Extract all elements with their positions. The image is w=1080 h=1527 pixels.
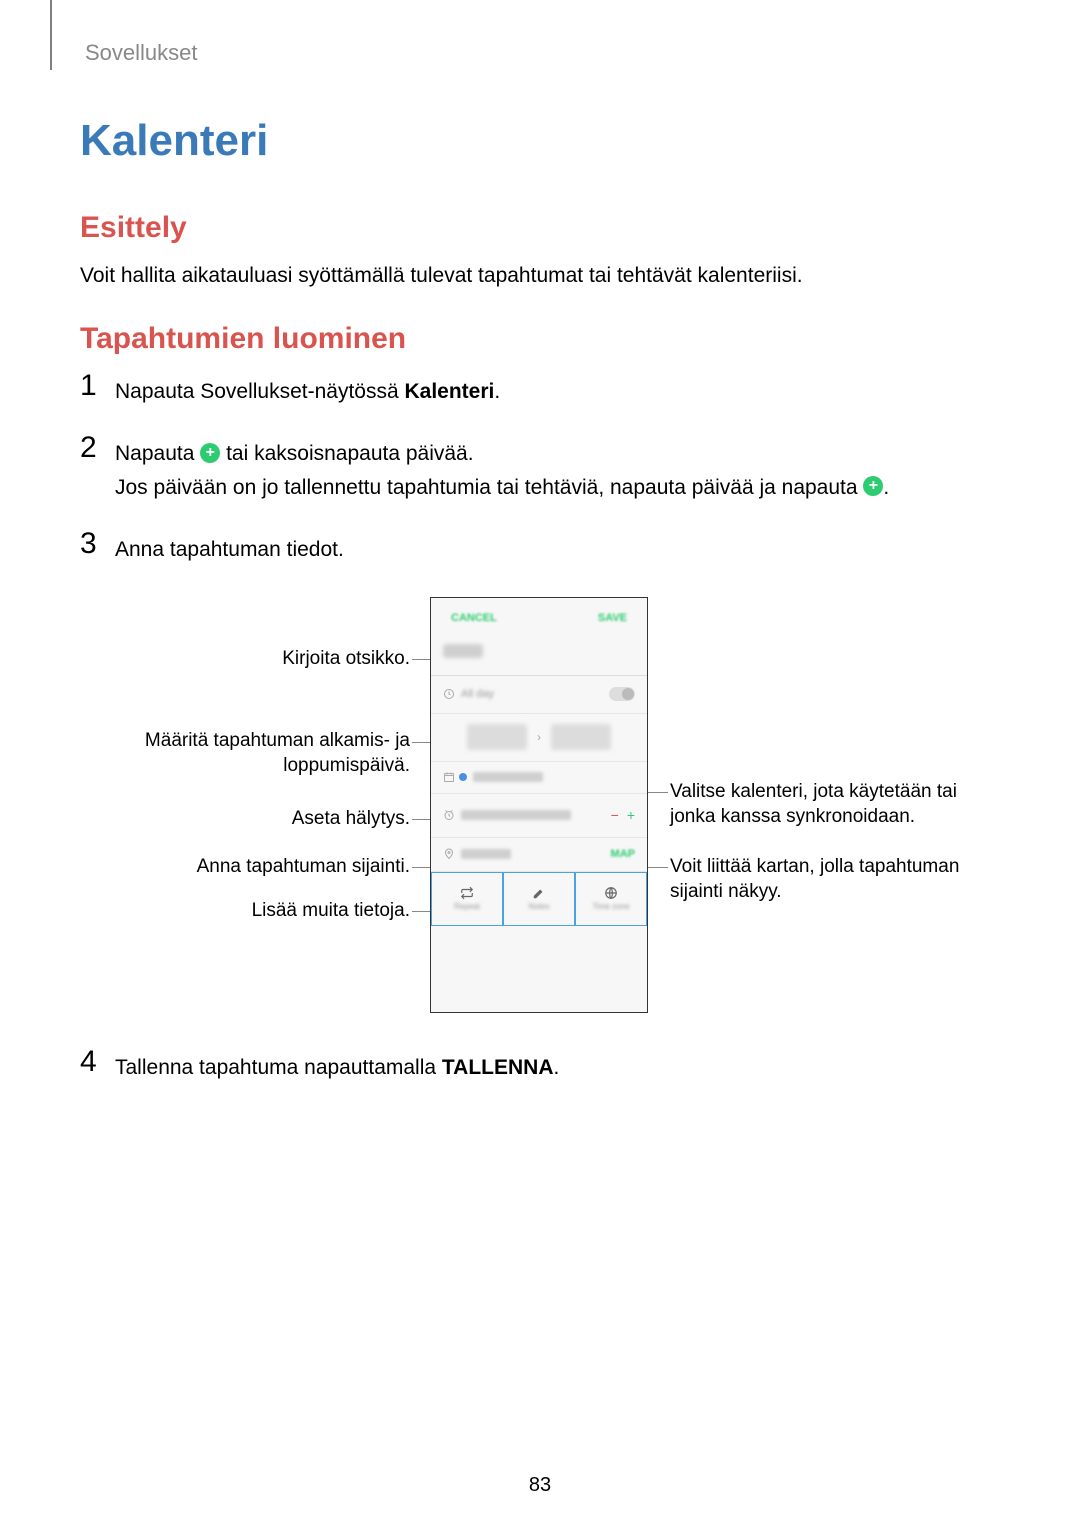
toggle-switch (609, 687, 635, 701)
callout-more: Lisää muita tietoja. (80, 899, 410, 924)
callout-calendar: Valitse kalenteri, jota käytetään tai jo… (670, 780, 1000, 829)
notes-tab: Notes (503, 872, 575, 926)
button-name-bold: TALLENNA (442, 1056, 554, 1079)
text: . (494, 380, 500, 403)
start-date-box (467, 724, 527, 750)
phone-title-row (431, 638, 647, 676)
plus-icon: + (200, 443, 220, 463)
plus-icon: + (863, 476, 883, 496)
app-name-bold: Kalenteri (405, 380, 495, 403)
page-title: Kalenteri (80, 116, 1000, 166)
plus-small-icon: + (627, 807, 635, 823)
end-date-box (551, 724, 611, 750)
step-4: 4 Tallenna tapahtuma napauttamalla TALLE… (80, 1047, 1000, 1085)
repeat-icon (459, 886, 475, 900)
repeat-tab: Repeat (431, 872, 503, 926)
phone-location-row: MAP (431, 838, 647, 872)
text: . (554, 1056, 560, 1079)
plus-minus-controls: − + (611, 807, 635, 823)
cancel-label: CANCEL (451, 612, 497, 624)
step-number: 4 (80, 1047, 115, 1077)
minus-icon: − (611, 807, 619, 823)
step-text: Anna tapahtuman tiedot. (115, 529, 344, 567)
notes-icon (531, 886, 547, 900)
calendar-name-blur (473, 772, 543, 782)
text: . (883, 476, 889, 499)
placeholder-blur (443, 644, 483, 658)
phone-calendar-row (431, 762, 647, 794)
timezone-tab: Time zone (575, 872, 647, 926)
section-heading-intro: Esittely (80, 211, 1000, 245)
pin-icon (443, 848, 455, 860)
arrow-icon: › (537, 730, 541, 744)
phone-alert-row: − + (431, 794, 647, 838)
steps-list: 1 Napauta Sovellukset-näytössä Kalenteri… (80, 371, 1000, 567)
clock-icon (443, 688, 455, 700)
callout-title: Kirjoita otsikko. (80, 647, 410, 672)
calendar-color-dot (459, 773, 467, 781)
steps-list-continued: 4 Tallenna tapahtuma napauttamalla TALLE… (80, 1047, 1000, 1085)
page-number: 83 (0, 1474, 1080, 1497)
step-text: Napauta + tai kaksoisnapauta päivää. Jos… (115, 433, 889, 504)
globe-icon (603, 886, 619, 900)
map-label: MAP (611, 848, 635, 860)
alarm-icon (443, 809, 455, 821)
step-2: 2 Napauta + tai kaksoisnapauta päivää. J… (80, 433, 1000, 504)
callout-alert: Aseta hälytys. (80, 807, 410, 832)
phone-dates-row: › (431, 714, 647, 762)
phone-tabs-row: Repeat Notes Time zone (431, 872, 647, 926)
phone-header: CANCEL SAVE (431, 598, 647, 638)
section-heading-create: Tapahtumien luominen (80, 322, 1000, 356)
step-number: 2 (80, 433, 115, 463)
step-3: 3 Anna tapahtuman tiedot. (80, 529, 1000, 567)
calendar-icon (443, 771, 455, 783)
location-text-blur (461, 849, 511, 859)
save-label: SAVE (598, 612, 627, 624)
tab-label: Notes (529, 902, 550, 911)
all-day-label: All day (461, 688, 494, 700)
intro-paragraph: Voit hallita aikatauluasi syöttämällä tu… (80, 260, 1000, 292)
text: Tallenna tapahtuma napauttamalla (115, 1056, 442, 1079)
alert-text-blur (461, 810, 571, 820)
left-margin-rule (50, 0, 52, 70)
step-text: Tallenna tapahtuma napauttamalla TALLENN… (115, 1047, 559, 1085)
callout-map: Voit liittää kartan, jolla tapahtuman si… (670, 855, 1000, 904)
tab-label: Time zone (592, 902, 629, 911)
step-text: Napauta Sovellukset-näytössä Kalenteri. (115, 371, 500, 409)
text: Napauta (115, 442, 200, 465)
step-number: 1 (80, 371, 115, 401)
breadcrumb: Sovellukset (85, 40, 1000, 66)
callout-dates: Määritä tapahtuman alkamis- ja loppumisp… (80, 729, 410, 778)
annotated-screenshot-diagram: Kirjoita otsikko. Määritä tapahtuman alk… (80, 597, 1000, 1027)
text: Napauta Sovellukset-näytössä (115, 380, 405, 403)
phone-allday-row: All day (431, 676, 647, 714)
step-1: 1 Napauta Sovellukset-näytössä Kalenteri… (80, 371, 1000, 409)
callout-location: Anna tapahtuman sijainti. (80, 855, 410, 880)
tab-label: Repeat (454, 902, 480, 911)
text: tai kaksoisnapauta päivää. (220, 442, 473, 465)
phone-mockup: CANCEL SAVE All day › (430, 597, 648, 1013)
text: Jos päivään on jo tallennettu tapahtumia… (115, 476, 863, 499)
step-number: 3 (80, 529, 115, 559)
